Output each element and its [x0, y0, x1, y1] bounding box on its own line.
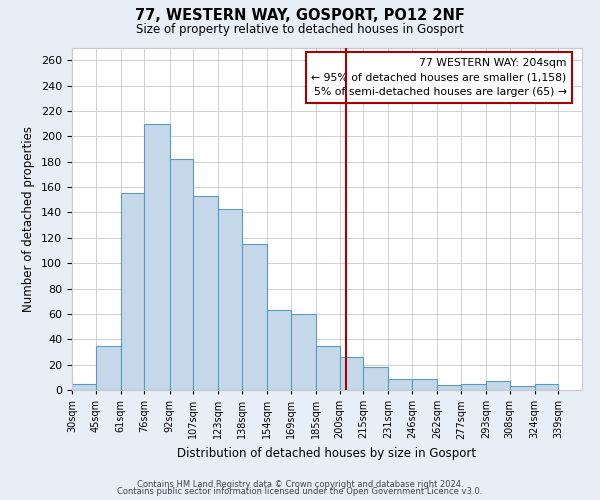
Bar — [437, 385, 461, 390]
Text: 77 WESTERN WAY: 204sqm
← 95% of detached houses are smaller (1,158)
5% of semi-d: 77 WESTERN WAY: 204sqm ← 95% of detached… — [311, 58, 567, 98]
Bar — [535, 384, 559, 390]
Bar — [95, 346, 121, 390]
Text: Contains HM Land Registry data © Crown copyright and database right 2024.: Contains HM Land Registry data © Crown c… — [137, 480, 463, 489]
Bar — [509, 386, 535, 390]
Bar — [486, 381, 509, 390]
Bar — [121, 194, 145, 390]
Y-axis label: Number of detached properties: Number of detached properties — [22, 126, 35, 312]
Bar — [461, 384, 486, 390]
Bar — [145, 124, 170, 390]
Bar — [316, 346, 340, 390]
Bar — [388, 378, 412, 390]
Bar — [340, 357, 363, 390]
Bar — [267, 310, 291, 390]
Bar — [218, 208, 242, 390]
Text: Size of property relative to detached houses in Gosport: Size of property relative to detached ho… — [136, 22, 464, 36]
Bar — [170, 159, 193, 390]
Bar — [412, 378, 437, 390]
Bar — [72, 384, 95, 390]
X-axis label: Distribution of detached houses by size in Gosport: Distribution of detached houses by size … — [178, 447, 476, 460]
Text: 77, WESTERN WAY, GOSPORT, PO12 2NF: 77, WESTERN WAY, GOSPORT, PO12 2NF — [135, 8, 465, 22]
Bar — [363, 367, 388, 390]
Bar — [242, 244, 267, 390]
Text: Contains public sector information licensed under the Open Government Licence v3: Contains public sector information licen… — [118, 488, 482, 496]
Bar — [291, 314, 316, 390]
Bar — [193, 196, 218, 390]
